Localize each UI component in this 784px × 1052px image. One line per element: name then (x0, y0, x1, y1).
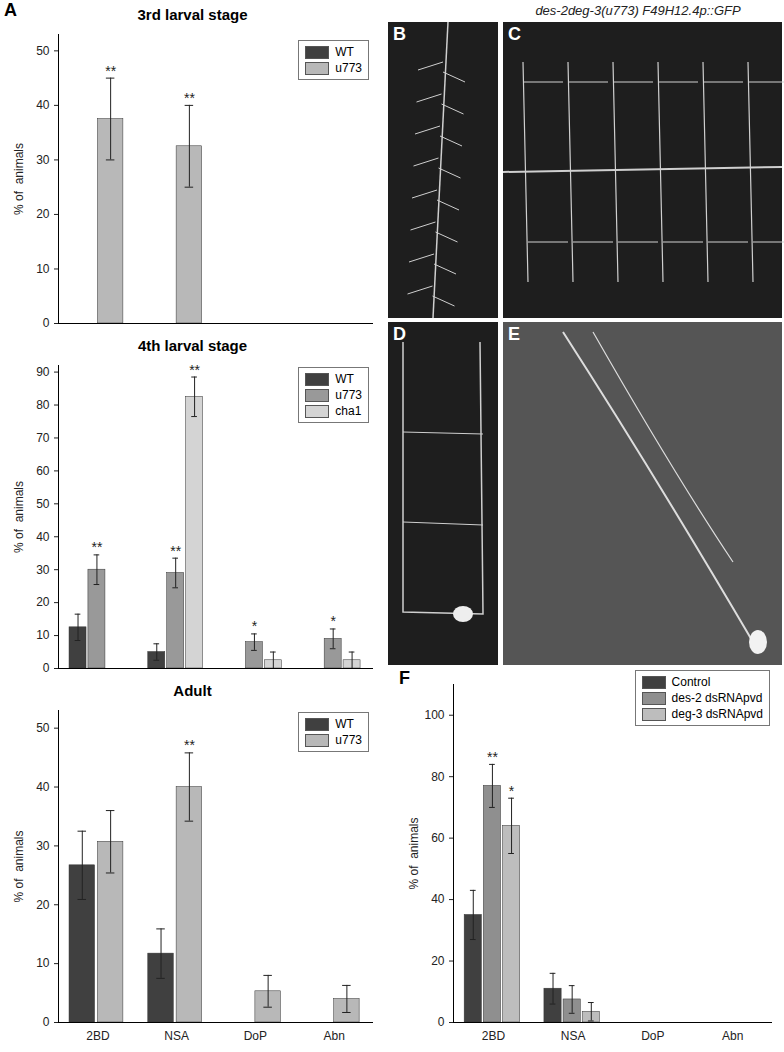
svg-text:NSA: NSA (561, 1029, 586, 1043)
svg-text:40: 40 (36, 780, 50, 794)
svg-text:E: E (508, 324, 520, 344)
html-text:WT: WT (335, 372, 354, 386)
svg-text:des-2deg-3(u773) F49H12.4p::GF: des-2deg-3(u773) F49H12.4p::GFP (535, 3, 741, 18)
svg-text:% of animals: % of animals (12, 830, 26, 902)
html-text:u773: u773 (335, 61, 362, 75)
svg-text:50: 50 (36, 721, 50, 735)
svg-text:10: 10 (36, 262, 50, 276)
svg-text:20: 20 (431, 954, 445, 968)
html-text:Control: Control (671, 675, 711, 689)
svg-text:**: ** (184, 90, 195, 106)
svg-text:50: 50 (36, 497, 50, 511)
html-text:Adult: Adult (173, 682, 212, 699)
svg-text:60: 60 (431, 831, 445, 845)
svg-text:0: 0 (43, 1015, 50, 1029)
html-text:3rd larval stage: 3rd larval stage (137, 6, 248, 23)
svg-text:% of animals: % of animals (12, 143, 26, 215)
svg-text:40: 40 (36, 98, 50, 112)
svg-text:30: 30 (36, 839, 50, 853)
html-text:4th larval stage: 4th larval stage (137, 337, 248, 354)
svg-text:90: 90 (36, 365, 50, 379)
svg-text:D: D (393, 324, 406, 344)
svg-text:80: 80 (431, 770, 445, 784)
svg-text:Abn: Abn (323, 1029, 344, 1043)
svg-text:60: 60 (36, 464, 50, 478)
svg-text:*: * (330, 613, 336, 629)
svg-text:20: 20 (36, 898, 50, 912)
svg-text:0: 0 (438, 1015, 445, 1029)
svg-text:20: 20 (36, 595, 50, 609)
svg-text:10: 10 (36, 628, 50, 642)
svg-text:40: 40 (431, 892, 445, 906)
svg-text:% of animals: % of animals (407, 817, 421, 889)
svg-text:DoP: DoP (641, 1029, 664, 1043)
svg-text:30: 30 (36, 153, 50, 167)
html-text:u773: u773 (335, 733, 362, 747)
svg-text:2BD: 2BD (86, 1029, 110, 1043)
svg-text:50: 50 (36, 44, 50, 58)
svg-text:% of animals: % of animals (12, 481, 26, 553)
html-text:cha1: cha1 (335, 404, 362, 418)
svg-text:2BD: 2BD (482, 1029, 506, 1043)
svg-text:20: 20 (36, 207, 50, 221)
html-text:u773: u773 (335, 388, 362, 402)
svg-text:B: B (393, 24, 406, 44)
svg-text:10: 10 (36, 956, 50, 970)
svg-text:0: 0 (43, 316, 50, 330)
svg-text:100: 100 (424, 708, 444, 722)
svg-text:DoP: DoP (244, 1029, 267, 1043)
html-text:deg-3 dsRNApvd: deg-3 dsRNApvd (671, 707, 763, 721)
html-text:WT: WT (335, 45, 354, 59)
svg-text:**: ** (184, 737, 195, 753)
svg-text:0: 0 (43, 661, 50, 675)
svg-text:C: C (508, 24, 521, 44)
svg-text:**: ** (189, 362, 200, 378)
html-text:F: F (399, 668, 410, 688)
svg-text:80: 80 (36, 398, 50, 412)
svg-text:*: * (252, 618, 258, 634)
html-text:A: A (4, 0, 17, 20)
html-text:des-2 dsRNApvd: des-2 dsRNApvd (671, 691, 763, 705)
svg-text:NSA: NSA (164, 1029, 189, 1043)
svg-text:*: * (509, 783, 515, 799)
svg-text:**: ** (105, 63, 116, 79)
svg-text:70: 70 (36, 431, 50, 445)
html-text:WT: WT (335, 717, 354, 731)
svg-text:30: 30 (36, 563, 50, 577)
svg-text:**: ** (487, 749, 498, 765)
svg-text:40: 40 (36, 530, 50, 544)
svg-text:Abn: Abn (722, 1029, 743, 1043)
svg-text:**: ** (91, 539, 102, 555)
svg-text:**: ** (170, 543, 181, 559)
